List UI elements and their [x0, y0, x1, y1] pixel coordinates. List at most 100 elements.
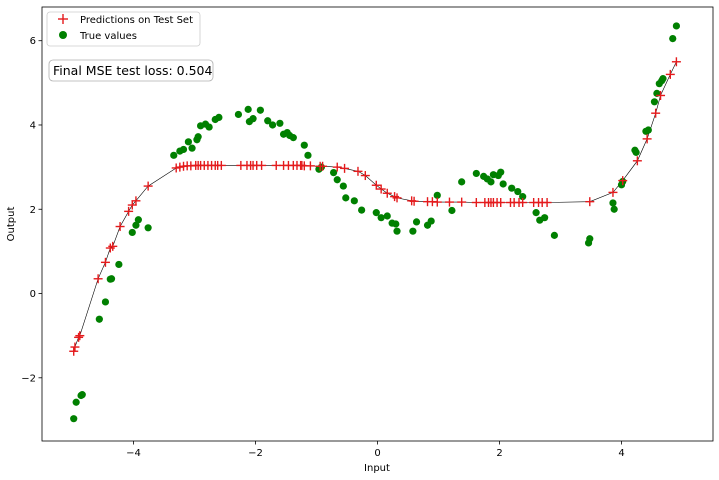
true-value-point	[339, 182, 347, 190]
prediction-point	[115, 222, 125, 232]
true-value-point	[659, 75, 667, 83]
true-value-point	[458, 178, 466, 186]
true-value-point	[72, 398, 80, 406]
prediction-point	[376, 184, 386, 194]
prediction-point	[318, 161, 328, 171]
prediction-point	[409, 196, 419, 206]
true-value-point	[144, 224, 152, 232]
true-value-point	[508, 184, 516, 192]
y-tick-label: 0	[30, 289, 36, 300]
true-value-point	[289, 134, 297, 142]
prediction-point	[143, 181, 153, 191]
x-tick-label: 0	[374, 448, 380, 459]
prediction-point	[632, 156, 642, 166]
true-value-point	[427, 217, 435, 225]
prediction-point	[332, 162, 342, 172]
y-tick-label: −2	[21, 373, 36, 384]
true-value-point	[256, 106, 264, 114]
true-value-point	[184, 138, 192, 146]
prediction-point	[70, 342, 80, 352]
mse-annotation-text: Final MSE test loss: 0.504	[53, 63, 213, 78]
true-value-point	[412, 218, 421, 226]
y-axis-ticks: −2 0 2 4 6	[21, 36, 42, 384]
prediction-point	[382, 188, 392, 198]
true-value-point	[268, 121, 277, 129]
prediction-point	[444, 197, 454, 207]
legend-marker-true-values	[59, 31, 67, 39]
prediction-point	[353, 166, 363, 176]
x-tick-label: 2	[496, 448, 502, 459]
true-value-point	[644, 126, 652, 134]
true-value-point	[78, 391, 86, 399]
y-tick-label: 4	[30, 120, 36, 131]
true-value-point	[188, 144, 196, 152]
prediction-point	[651, 108, 661, 118]
true-value-point	[128, 228, 136, 237]
true-value-point	[194, 133, 202, 141]
true-value-point	[499, 180, 507, 188]
true-value-point	[304, 151, 312, 159]
true-value-point	[350, 197, 358, 205]
true-value-point	[95, 315, 103, 323]
x-axis-ticks: −4 −2 0 2 4	[126, 441, 625, 459]
true-value-point	[205, 123, 213, 131]
prediction-point	[656, 90, 666, 100]
true-value-point	[609, 199, 617, 207]
prediction-point	[216, 160, 226, 170]
x-tick-label: −4	[126, 448, 141, 459]
true-value-point	[234, 110, 243, 119]
true-value-point	[409, 227, 417, 235]
prediction-point	[93, 274, 103, 284]
x-tick-label: 4	[618, 448, 624, 459]
prediction-point	[642, 134, 652, 144]
prediction-point	[608, 187, 618, 197]
prediction-point	[69, 346, 79, 356]
true-value-point	[134, 216, 142, 224]
prediction-point	[585, 197, 595, 207]
true-value-point	[514, 187, 522, 196]
true-value-point	[377, 214, 385, 222]
prediction-point	[471, 198, 481, 208]
prediction-point	[124, 206, 134, 216]
legend-label-true-values: True values	[79, 31, 137, 42]
x-tick-label: −2	[248, 448, 263, 459]
true-value-point	[170, 151, 178, 159]
true-value-point	[669, 35, 677, 43]
legend-marker-predictions	[58, 14, 68, 24]
prediction-point	[665, 69, 675, 79]
prediction-point	[618, 176, 628, 186]
true-value-point	[215, 113, 223, 121]
true-value-point	[244, 105, 252, 113]
prediction-point	[75, 331, 85, 341]
prediction-point	[360, 171, 370, 181]
true-value-point	[519, 193, 527, 201]
y-axis-label: Output	[6, 207, 17, 242]
true-value-point	[383, 212, 391, 220]
y-tick-label: 2	[30, 205, 36, 216]
true-value-point	[586, 235, 594, 243]
true-value-point	[487, 178, 495, 186]
true-value-point	[497, 168, 505, 176]
predictions-series	[69, 57, 681, 356]
true-value-point	[317, 163, 325, 171]
true-value-point	[392, 220, 400, 228]
true-value-point	[532, 209, 540, 217]
true-value-point	[433, 191, 441, 199]
true-value-point	[329, 168, 338, 177]
prediction-point	[671, 57, 681, 67]
true-value-point	[132, 221, 140, 229]
x-axis-label: Input	[364, 463, 390, 474]
true-value-point	[264, 117, 272, 125]
legend: Predictions on Test Set True values	[46, 11, 201, 47]
true-value-point	[472, 169, 480, 178]
legend-label-predictions: Predictions on Test Set	[80, 15, 193, 26]
true-value-point	[650, 98, 659, 106]
prediction-point	[257, 160, 267, 170]
true-value-point	[249, 115, 257, 123]
true-value-point	[393, 227, 401, 235]
true-value-point	[372, 209, 380, 217]
prediction-point	[340, 163, 350, 173]
true-value-point	[101, 298, 110, 306]
true-value-point	[342, 194, 350, 202]
prediction-point	[392, 193, 402, 203]
